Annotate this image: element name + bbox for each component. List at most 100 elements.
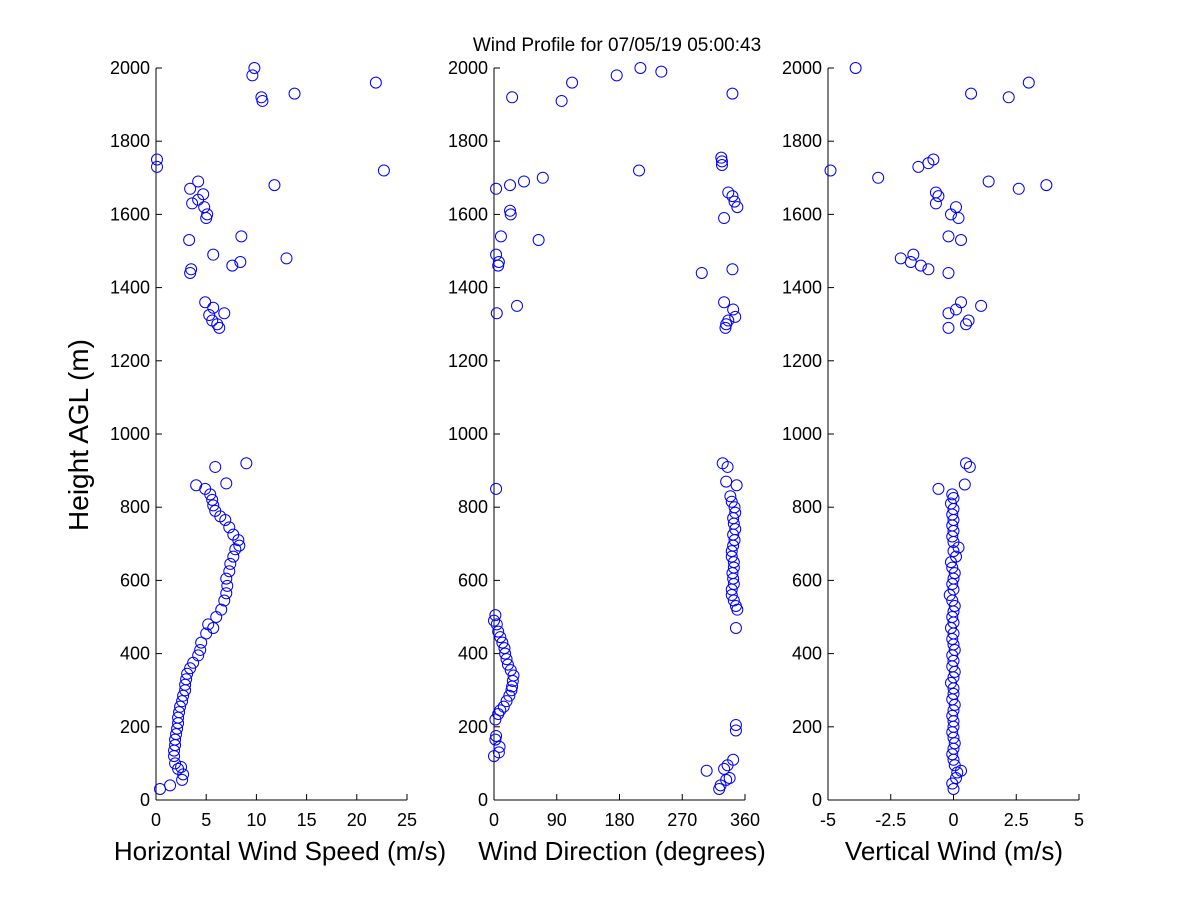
y-tick-label: 1400 (448, 278, 488, 298)
data-point (194, 643, 207, 656)
data-point (184, 266, 197, 279)
data-point (280, 252, 293, 265)
data-point (716, 457, 729, 470)
x-axis-label: Horizontal Wind Speed (m/s) (114, 836, 446, 866)
y-tick-label: 600 (792, 570, 822, 590)
data-point (164, 779, 177, 792)
data-point (948, 600, 961, 613)
y-tick-label: 800 (120, 497, 150, 517)
data-point (203, 309, 216, 322)
data-point (718, 762, 731, 775)
wind-direction-panel: 0 200 400 600 800 1000 1200 1400 1600 1800 2000 0 90… (448, 58, 766, 866)
data-point (504, 664, 517, 677)
y-tick-label: 2000 (782, 58, 822, 78)
x-tick-label: 5 (1074, 810, 1084, 830)
data-point (498, 642, 511, 655)
data-point (726, 190, 739, 203)
y-tick-label: 0 (812, 790, 822, 810)
data-point (946, 578, 959, 591)
y-tick-label: 1600 (782, 204, 822, 224)
data-point (176, 695, 189, 708)
data-point (209, 504, 222, 517)
data-point (184, 662, 197, 675)
data-point (223, 565, 236, 578)
data-point (731, 201, 744, 214)
y-tick-label: 1800 (448, 131, 488, 151)
data-point (504, 204, 517, 217)
data-point (507, 669, 520, 682)
data-point (183, 234, 196, 247)
data-point (963, 460, 976, 473)
data-point (504, 179, 517, 192)
y-tick-label: 1600 (448, 204, 488, 224)
data-point (946, 611, 959, 623)
data-point (722, 186, 735, 199)
data-point (849, 62, 862, 74)
data-point (555, 94, 568, 107)
data-point (955, 234, 968, 247)
data-point (500, 695, 513, 708)
data-point (730, 479, 743, 492)
data-point (505, 684, 518, 697)
x-tick-label: 25 (397, 810, 417, 830)
x-tick-label: 90 (547, 810, 567, 830)
data-point (715, 158, 728, 171)
data-point (224, 557, 237, 570)
data-point (496, 636, 509, 649)
data-point (493, 740, 506, 753)
x-tick-label: 0 (151, 810, 161, 830)
data-point (246, 69, 259, 82)
x-tick-label: 360 (730, 810, 760, 830)
data-point (719, 321, 732, 334)
data-point (932, 482, 945, 495)
data-point (727, 303, 740, 316)
data-point (221, 579, 234, 592)
data-point (492, 625, 505, 638)
data-point (634, 62, 647, 74)
data-point (944, 676, 957, 689)
data-point (494, 631, 507, 644)
data-point (497, 700, 510, 713)
data-point (197, 188, 210, 201)
data-point (725, 545, 738, 558)
data-point (566, 76, 579, 89)
data-point (722, 314, 735, 327)
data-point (932, 190, 945, 203)
data-point (175, 761, 188, 774)
data-point (824, 164, 837, 177)
data-point (511, 299, 524, 312)
data-point (950, 201, 963, 214)
data-point (982, 175, 995, 188)
data-point (207, 621, 220, 634)
data-point (490, 729, 503, 742)
x-tick-label: 270 (667, 810, 697, 830)
x-tick-label: -5 (820, 810, 836, 830)
x-axis-label: Wind Direction (degrees) (478, 836, 766, 866)
data-point (965, 87, 978, 100)
data-point (715, 151, 728, 164)
data-point (503, 689, 516, 702)
data-point (727, 753, 740, 766)
y-tick-label: 600 (458, 570, 488, 590)
y-tick-label: 0 (140, 790, 150, 810)
data-point (724, 490, 737, 503)
data-point (234, 255, 247, 268)
data-point (490, 482, 503, 495)
data-point (499, 647, 512, 660)
data-point (489, 609, 502, 622)
data-point (720, 475, 733, 488)
data-point (942, 321, 955, 334)
x-tick-label: -2.5 (875, 810, 906, 830)
data-point (907, 248, 920, 261)
data-point (946, 488, 959, 501)
data-point (872, 171, 885, 184)
data-point (948, 759, 961, 772)
data-point (929, 186, 942, 199)
data-point (218, 594, 231, 607)
data-point (929, 197, 942, 210)
data-point (207, 248, 220, 261)
data-point (181, 667, 194, 680)
data-point (288, 87, 301, 100)
data-point (718, 296, 731, 309)
